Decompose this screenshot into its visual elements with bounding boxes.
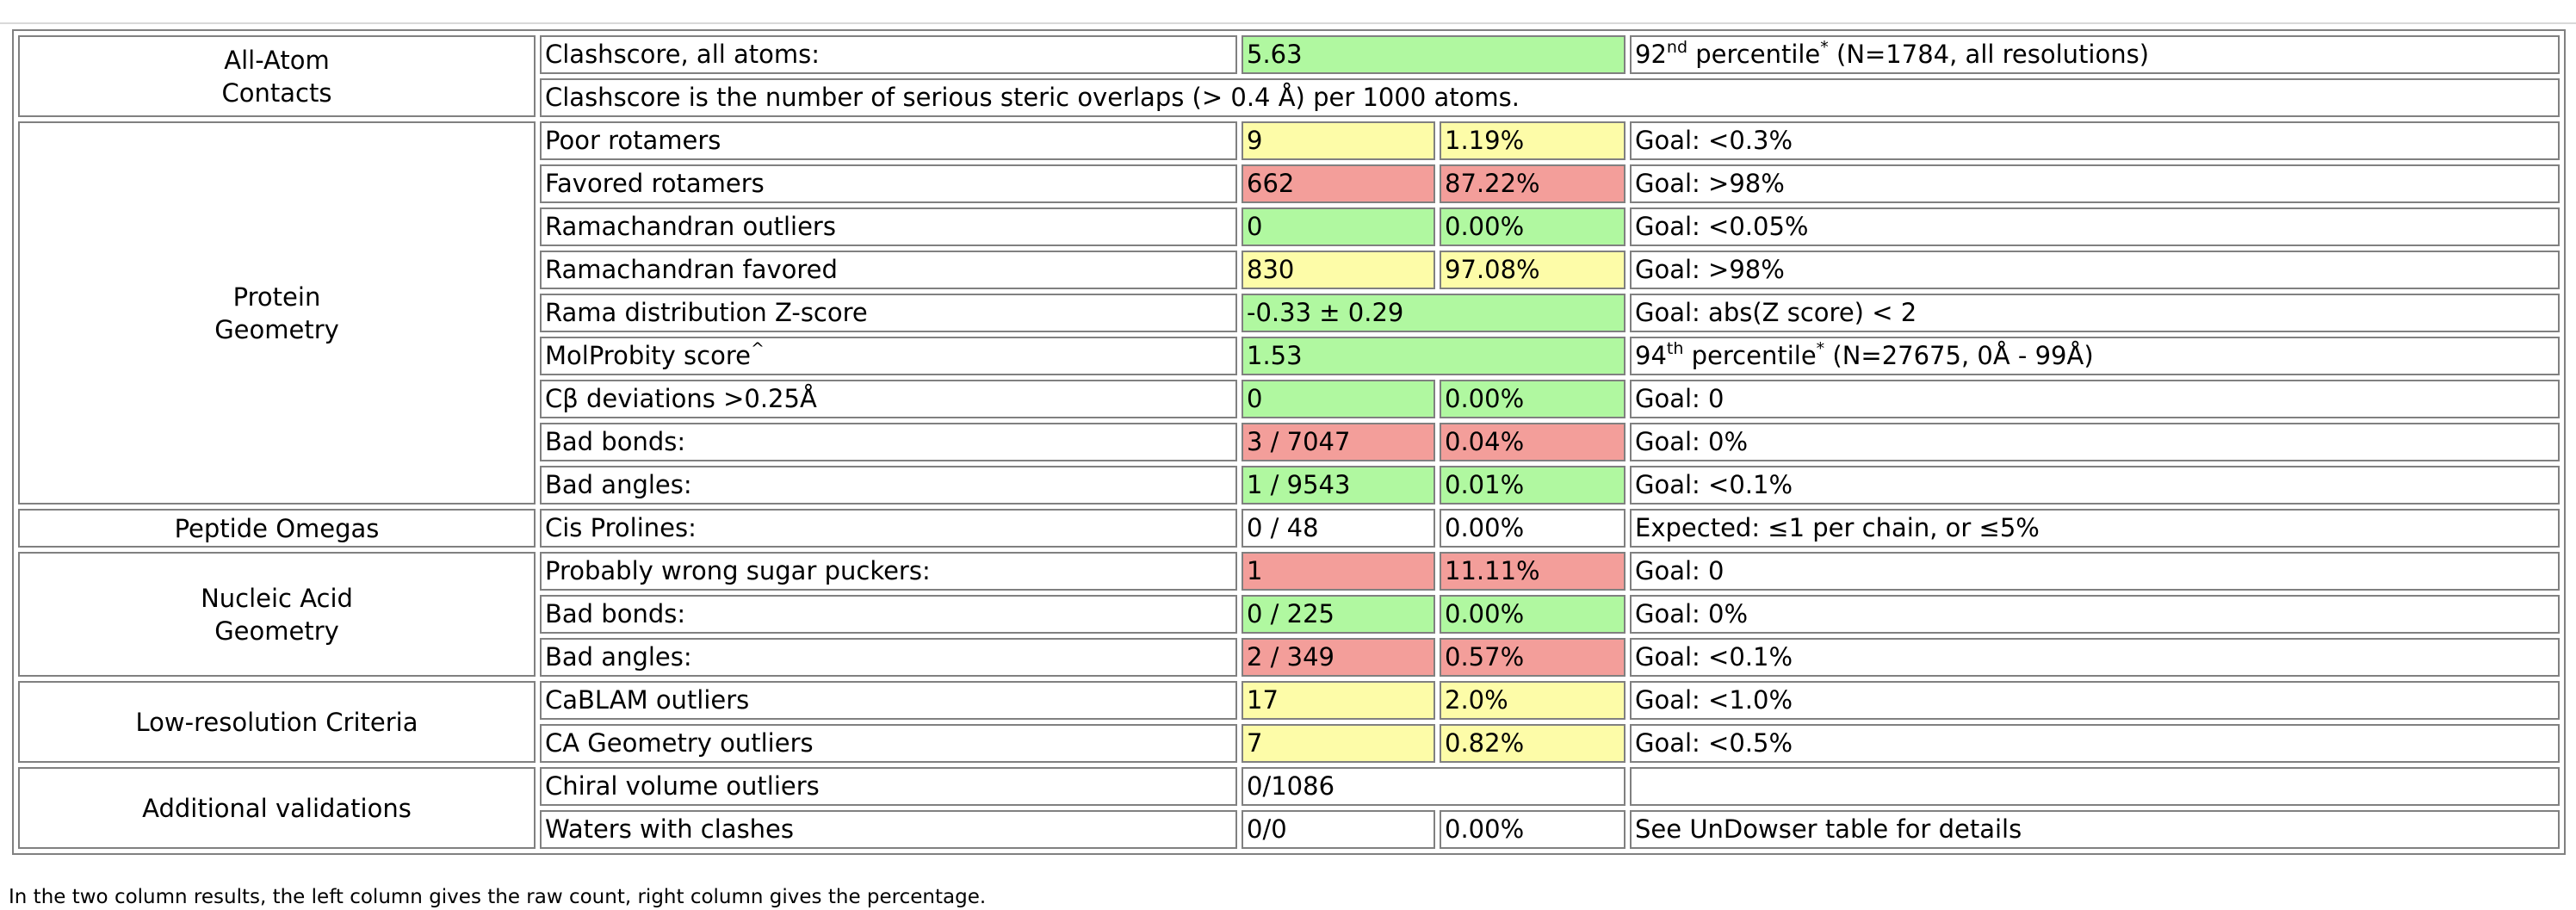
na-bad-angles-percent: 0.57% [1440, 638, 1626, 677]
protein-bad-bonds-count: 3 / 7047 [1242, 423, 1435, 461]
cis-prolines-label: Cis Prolines: [540, 509, 1237, 548]
top-divider [0, 0, 2576, 24]
rama-zscore-value: -0.33 ± 0.29 [1242, 294, 1626, 332]
rama-outliers-goal: Goal: <0.05% [1630, 207, 2561, 246]
cablam-outliers-goal: Goal: <1.0% [1630, 681, 2561, 720]
molprobity-summary-table: All-Atom Contacts Clashscore, all atoms:… [12, 29, 2567, 855]
ca-geometry-outliers-label: CA Geometry outliers [540, 724, 1237, 763]
table-row: Ramachandran favored 830 97.08% Goal: >9… [18, 251, 2561, 289]
cis-prolines-percent: 0.00% [1440, 509, 1626, 548]
cbeta-deviations-goal: Goal: 0 [1630, 380, 2561, 418]
sugar-puckers-goal: Goal: 0 [1630, 552, 2561, 591]
ca-geometry-outliers-percent: 0.82% [1440, 724, 1626, 763]
na-bad-bonds-label: Bad bonds: [540, 595, 1237, 634]
chiral-volume-outliers-value: 0/1086 [1242, 767, 1626, 806]
na-bad-angles-goal: Goal: <0.1% [1630, 638, 2561, 677]
na-bad-bonds-percent: 0.00% [1440, 595, 1626, 634]
protein-bad-bonds-goal: Goal: 0% [1630, 423, 2561, 461]
table-row: CA Geometry outliers 7 0.82% Goal: <0.5% [18, 724, 2561, 763]
na-bad-bonds-goal: Goal: 0% [1630, 595, 2561, 634]
ca-geometry-outliers-count: 7 [1242, 724, 1435, 763]
rama-zscore-goal: Goal: abs(Z score) < 2 [1630, 294, 2561, 332]
clashscore-percentile: 92nd percentile* (N=1784, all resolution… [1630, 35, 2561, 74]
table-row: Clashscore is the number of serious ster… [18, 78, 2561, 117]
table-row: Waters with clashes 0/0 0.00% See UnDows… [18, 810, 2561, 849]
poor-rotamers-count: 9 [1242, 121, 1435, 160]
poor-rotamers-goal: Goal: <0.3% [1630, 121, 2561, 160]
protein-bad-bonds-percent: 0.04% [1440, 423, 1626, 461]
protein-bad-angles-count: 1 / 9543 [1242, 466, 1435, 505]
table-row: All-Atom Contacts Clashscore, all atoms:… [18, 35, 2561, 117]
protein-bad-angles-label: Bad angles: [540, 466, 1237, 505]
clashscore-value: 5.63 [1242, 35, 1626, 74]
table-row: Protein Geometry Poor rotamers 9 1.19% G… [18, 121, 2561, 505]
na-bad-bonds-count: 0 / 225 [1242, 595, 1435, 634]
rama-outliers-label: Ramachandran outliers [540, 207, 1237, 246]
table-row: Additional validations Chiral volume out… [18, 767, 2561, 849]
rama-favored-label: Ramachandran favored [540, 251, 1237, 289]
table-row: Bad bonds: 3 / 7047 0.04% Goal: 0% [18, 423, 2561, 461]
cbeta-deviations-label: Cβ deviations >0.25Å [540, 380, 1237, 418]
section-low-resolution-criteria: Low-resolution Criteria [18, 681, 536, 763]
table-row: Rama distribution Z-score -0.33 ± 0.29 G… [18, 294, 2561, 332]
cablam-outliers-percent: 2.0% [1440, 681, 1626, 720]
section-protein-geometry: Protein Geometry [18, 121, 536, 505]
clashscore-description: Clashscore is the number of serious ster… [540, 78, 2561, 117]
na-bad-angles-count: 2 / 349 [1242, 638, 1435, 677]
cbeta-deviations-count: 0 [1242, 380, 1435, 418]
section-peptide-omegas: Peptide Omegas [18, 509, 536, 548]
sugar-puckers-count: 1 [1242, 552, 1435, 591]
rama-favored-percent: 97.08% [1440, 251, 1626, 289]
favored-rotamers-count: 662 [1242, 164, 1435, 203]
table-row: Peptide Omegas Cis Prolines: 0 / 48 0.00… [18, 509, 2561, 548]
molprobity-score-label: MolProbity score^ [540, 337, 1237, 375]
table-row: Bad bonds: 0 / 225 0.00% Goal: 0% [18, 595, 2561, 634]
chiral-volume-outliers-goal [1630, 767, 2561, 806]
molprobity-score-percentile: 94th percentile* (N=27675, 0Å - 99Å) [1630, 337, 2561, 375]
table-row: Nucleic Acid Geometry Probably wrong sug… [18, 552, 2561, 677]
poor-rotamers-label: Poor rotamers [540, 121, 1237, 160]
waters-clashes-count: 0/0 [1242, 810, 1435, 849]
rama-outliers-count: 0 [1242, 207, 1435, 246]
protein-bad-angles-percent: 0.01% [1440, 466, 1626, 505]
waters-clashes-label: Waters with clashes [540, 810, 1237, 849]
clashscore-label: Clashscore, all atoms: [540, 35, 1237, 74]
table-row: Ramachandran outliers 0 0.00% Goal: <0.0… [18, 207, 2561, 246]
favored-rotamers-percent: 87.22% [1440, 164, 1626, 203]
table-row: Bad angles: 1 / 9543 0.01% Goal: <0.1% [18, 466, 2561, 505]
table-footnote: In the two column results, the left colu… [9, 886, 987, 908]
rama-favored-count: 830 [1242, 251, 1435, 289]
cablam-outliers-count: 17 [1242, 681, 1435, 720]
table-row: Favored rotamers 662 87.22% Goal: >98% [18, 164, 2561, 203]
favored-rotamers-goal: Goal: >98% [1630, 164, 2561, 203]
molprobity-score-value: 1.53 [1242, 337, 1626, 375]
cablam-outliers-label: CaBLAM outliers [540, 681, 1237, 720]
favored-rotamers-label: Favored rotamers [540, 164, 1237, 203]
protein-bad-bonds-label: Bad bonds: [540, 423, 1237, 461]
cis-prolines-goal: Expected: ≤1 per chain, or ≤5% [1630, 509, 2561, 548]
rama-favored-goal: Goal: >98% [1630, 251, 2561, 289]
ca-geometry-outliers-goal: Goal: <0.5% [1630, 724, 2561, 763]
table-row: MolProbity score^ 1.53 94th percentile* … [18, 337, 2561, 375]
cis-prolines-count: 0 / 48 [1242, 509, 1435, 548]
sugar-puckers-percent: 11.11% [1440, 552, 1626, 591]
table-row: Cβ deviations >0.25Å 0 0.00% Goal: 0 [18, 380, 2561, 418]
waters-clashes-percent: 0.00% [1440, 810, 1626, 849]
na-bad-angles-label: Bad angles: [540, 638, 1237, 677]
chiral-volume-outliers-label: Chiral volume outliers [540, 767, 1237, 806]
rama-outliers-percent: 0.00% [1440, 207, 1626, 246]
cbeta-deviations-percent: 0.00% [1440, 380, 1626, 418]
protein-bad-angles-goal: Goal: <0.1% [1630, 466, 2561, 505]
table-row: Low-resolution Criteria CaBLAM outliers … [18, 681, 2561, 763]
section-nucleic-acid-geometry: Nucleic Acid Geometry [18, 552, 536, 677]
section-additional-validations: Additional validations [18, 767, 536, 849]
section-all-atom-contacts: All-Atom Contacts [18, 35, 536, 117]
waters-clashes-note: See UnDowser table for details [1630, 810, 2561, 849]
poor-rotamers-percent: 1.19% [1440, 121, 1626, 160]
table-row: Bad angles: 2 / 349 0.57% Goal: <0.1% [18, 638, 2561, 677]
rama-zscore-label: Rama distribution Z-score [540, 294, 1237, 332]
sugar-puckers-label: Probably wrong sugar puckers: [540, 552, 1237, 591]
